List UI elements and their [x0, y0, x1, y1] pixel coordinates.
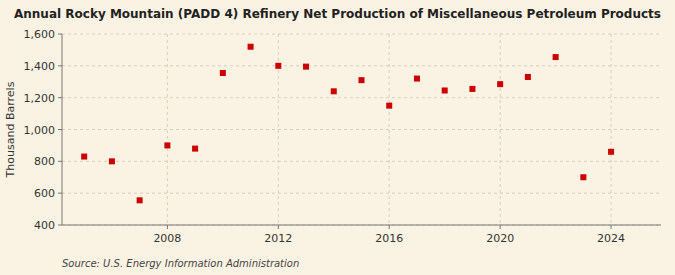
y-axis — [62, 34, 63, 225]
grid-line — [62, 225, 661, 226]
tick — [58, 34, 62, 35]
tick — [611, 225, 612, 229]
point — [525, 74, 531, 80]
tick-label: 600 — [34, 187, 55, 200]
tick-label: 2012 — [264, 232, 292, 245]
grid-line — [62, 97, 661, 98]
point — [303, 64, 309, 70]
tick — [278, 225, 279, 229]
grid-line — [62, 129, 661, 130]
point — [442, 88, 448, 94]
tick-label: 2008 — [153, 232, 181, 245]
point — [331, 88, 337, 94]
tick — [389, 225, 390, 229]
tick-label: 1,000 — [24, 124, 56, 137]
x-axis — [62, 225, 661, 226]
point — [553, 54, 559, 60]
y-axis-label: Thousand Barrels — [4, 81, 17, 178]
tick-label: 2024 — [597, 232, 625, 245]
point — [81, 154, 87, 160]
grid-line — [278, 34, 279, 225]
tick-label: 1,600 — [24, 28, 56, 41]
grid — [62, 34, 661, 225]
point — [164, 142, 170, 148]
point — [608, 149, 614, 155]
grid-line — [611, 34, 612, 225]
tick-label: 400 — [34, 219, 55, 232]
background — [0, 0, 675, 275]
chart: 400 600 800 1,000 1,200 1,400 1,600 2008 2012 201… — [0, 0, 675, 275]
tick — [58, 97, 62, 98]
tick — [167, 225, 168, 229]
axes: 400 600 800 1,000 1,200 1,400 1,600 2008 2012 201… — [24, 28, 662, 245]
point — [275, 63, 281, 69]
title: Annual Rocky Mountain (PADD 4) Refinery … — [14, 7, 661, 21]
point — [192, 146, 198, 152]
point — [359, 77, 365, 83]
point — [386, 103, 392, 109]
tick-label: 1,200 — [24, 92, 56, 105]
tick — [500, 225, 501, 229]
tick-label: 1,400 — [24, 60, 56, 73]
tick-label: 800 — [34, 155, 55, 168]
grid-line — [62, 65, 661, 66]
tick — [58, 65, 62, 66]
grid-line — [62, 161, 661, 162]
tick — [58, 225, 62, 226]
point — [469, 86, 475, 92]
point — [220, 70, 226, 76]
grid-line — [62, 34, 661, 35]
point — [248, 44, 254, 50]
point — [109, 158, 115, 164]
tick — [58, 161, 62, 162]
point — [414, 76, 420, 82]
tick — [58, 193, 62, 194]
grid-line — [389, 34, 390, 225]
tick-label: 2020 — [486, 232, 514, 245]
point — [580, 174, 586, 180]
grid-line — [167, 34, 168, 225]
source: Source: U.S. Energy Information Administ… — [62, 258, 299, 269]
point — [497, 81, 503, 87]
tick-label: 2016 — [375, 232, 403, 245]
tick — [58, 129, 62, 130]
points — [81, 44, 614, 204]
grid-line — [500, 34, 501, 225]
point — [137, 197, 143, 203]
grid-line — [62, 193, 661, 194]
